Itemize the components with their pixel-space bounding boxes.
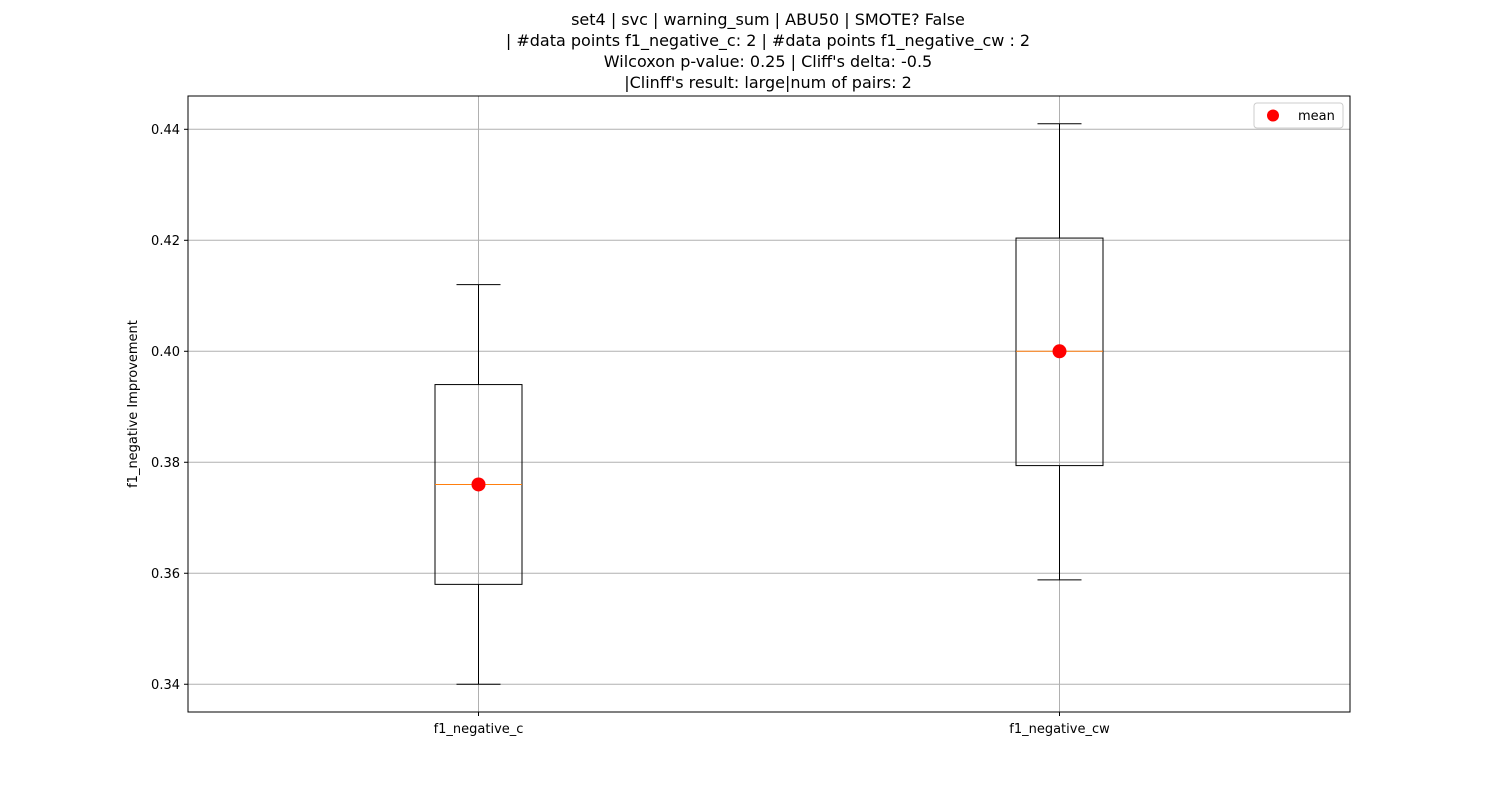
y-tick-label: 0.40 (151, 345, 180, 360)
legend-mean-label: mean (1298, 109, 1335, 124)
x-tick-label: f1_negative_c (434, 722, 524, 737)
x-axis-ticks: f1_negative_c f1_negative_cw (434, 712, 1110, 737)
title-line-4: |Clinff's result: large|num of pairs: 2 (624, 73, 912, 92)
box-f1_negative_cw (1015, 123, 1104, 581)
y-tick-label: 0.38 (151, 456, 180, 471)
legend-box (1253, 102, 1344, 129)
y-tick-label: 0.36 (151, 567, 180, 582)
mean-marker (1052, 344, 1067, 359)
legend-mean-marker (1267, 109, 1279, 122)
plot-area-frame (187, 95, 1351, 713)
y-tick-label: 0.34 (151, 678, 180, 693)
legend: mean (1253, 102, 1344, 129)
iqr-box (1015, 237, 1104, 467)
y-tick-label: 0.42 (151, 234, 180, 249)
y-axis-ticks: 0.34 0.36 0.38 0.40 0.42 0.44 (151, 123, 188, 693)
title-line-2: | #data points f1_negative_c: 2 | #data … (506, 31, 1030, 51)
y-tick-label: 0.44 (151, 123, 180, 138)
y-axis-label: f1_negative Improvement (126, 320, 141, 488)
title-line-3: Wilcoxon p-value: 0.25 | Cliff's delta: … (604, 52, 932, 71)
chart-title: set4 | svc | warning_sum | ABU50 | SMOTE… (506, 10, 1030, 92)
box-plots (434, 123, 1104, 685)
mean-marker (471, 477, 486, 492)
title-line-1: set4 | svc | warning_sum | ABU50 | SMOTE… (571, 10, 965, 30)
x-tick-label: f1_negative_cw (1009, 722, 1110, 737)
box-f1_negative_c (434, 284, 523, 685)
